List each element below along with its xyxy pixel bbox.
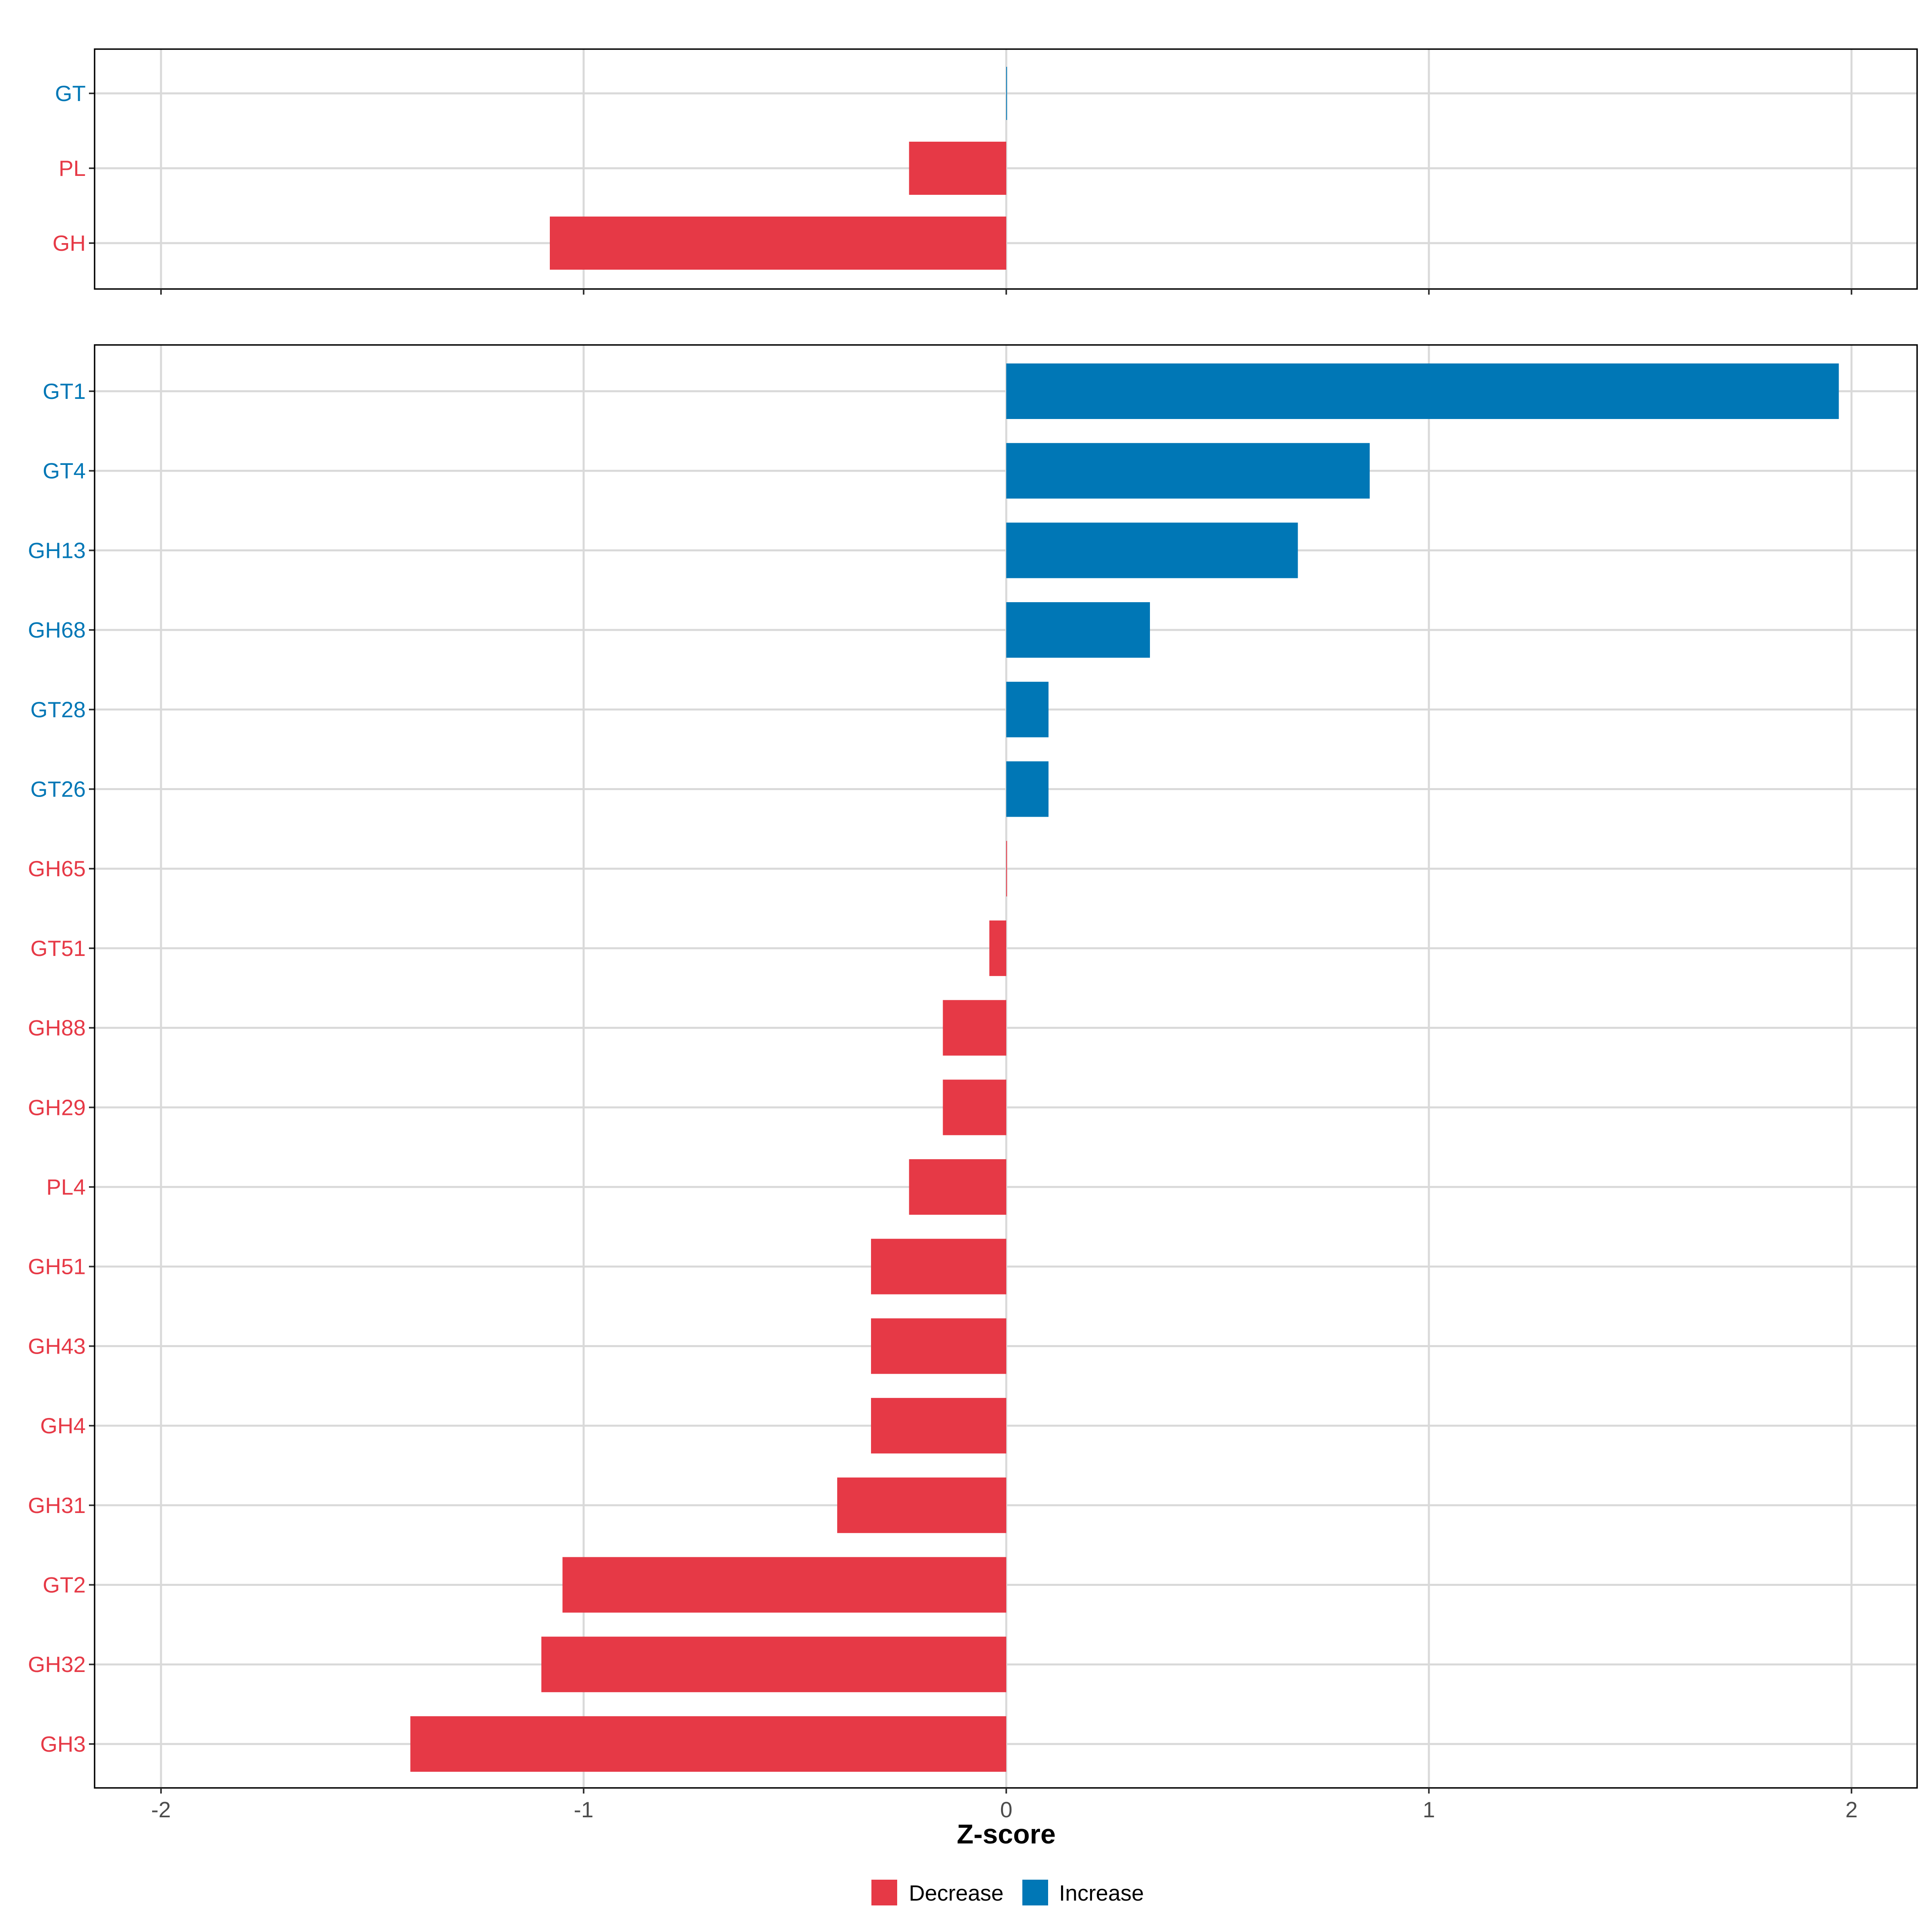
y-label-gh68: GH68 — [28, 617, 86, 642]
bar-gh4 — [871, 1398, 1006, 1454]
y-label-gh31: GH31 — [28, 1493, 86, 1518]
y-label-gt1: GT1 — [43, 379, 86, 404]
x-axis: -2 -1 0 1 2 — [151, 1797, 1858, 1822]
bar-gt28 — [1006, 681, 1049, 737]
x-tick-label: 0 — [1000, 1797, 1013, 1822]
x-tick-label: -2 — [151, 1797, 171, 1822]
legend-key-decrease — [871, 1880, 897, 1905]
bar-gh32 — [541, 1637, 1006, 1693]
bar-pl — [909, 142, 1006, 195]
x-axis-title: Z-score — [957, 1819, 1056, 1849]
x-tick-label: 2 — [1845, 1797, 1858, 1822]
y-label-gt: GT — [55, 81, 86, 106]
bottom-panel: GT1 GT4 GH13 GH68 GT28 GT26 GH65 GT51 GH88 GH29 PL… — [28, 344, 1918, 1794]
bar-pl4 — [909, 1159, 1006, 1215]
legend-label-decrease: Decrease — [909, 1880, 1003, 1905]
bar-gt26 — [1006, 761, 1049, 817]
legend-label-increase: Increase — [1059, 1880, 1144, 1905]
y-label-gt28: GT28 — [30, 697, 86, 722]
y-label-pl4: PL4 — [46, 1174, 86, 1199]
y-label-gh3: GH3 — [40, 1732, 86, 1757]
bar-gt1 — [1006, 363, 1839, 419]
bar-gh68 — [1006, 602, 1150, 658]
bar-gt51 — [989, 920, 1006, 976]
bar-gh51 — [871, 1238, 1006, 1294]
y-label-gh: GH — [53, 231, 86, 256]
y-label-gh4: GH4 — [40, 1413, 86, 1438]
bar-gh13 — [1006, 522, 1298, 578]
y-label-gh13: GH13 — [28, 538, 86, 563]
bar-gh88 — [943, 1000, 1006, 1056]
y-label-gh32: GH32 — [28, 1652, 86, 1677]
y-label-gh43: GH43 — [28, 1333, 86, 1358]
y-label-gh51: GH51 — [28, 1254, 86, 1279]
legend-key-increase — [1022, 1880, 1048, 1905]
legend: Decrease Increase — [871, 1880, 1144, 1905]
bar-gt2 — [562, 1557, 1006, 1613]
y-label-gt51: GT51 — [30, 936, 86, 961]
y-label-gh88: GH88 — [28, 1016, 86, 1040]
bar-gt — [1006, 67, 1007, 120]
bar-gh43 — [871, 1318, 1006, 1374]
y-label-gt26: GT26 — [30, 777, 86, 802]
bar-gh — [550, 217, 1006, 270]
y-label-pl: PL — [59, 156, 86, 181]
top-panel: GT PL GH — [53, 48, 1918, 295]
bar-gh29 — [943, 1080, 1006, 1135]
y-label-gt4: GT4 — [43, 458, 86, 483]
y-label-gt2: GT2 — [43, 1573, 86, 1598]
y-label-gh65: GH65 — [28, 856, 86, 881]
x-tick-label: 1 — [1423, 1797, 1435, 1822]
bar-gt4 — [1006, 443, 1370, 499]
bar-gh65 — [1006, 841, 1007, 897]
y-label-gh29: GH29 — [28, 1095, 86, 1120]
bar-gh3 — [410, 1716, 1006, 1772]
x-tick-label: -1 — [574, 1797, 594, 1822]
bar-gh31 — [837, 1477, 1006, 1533]
